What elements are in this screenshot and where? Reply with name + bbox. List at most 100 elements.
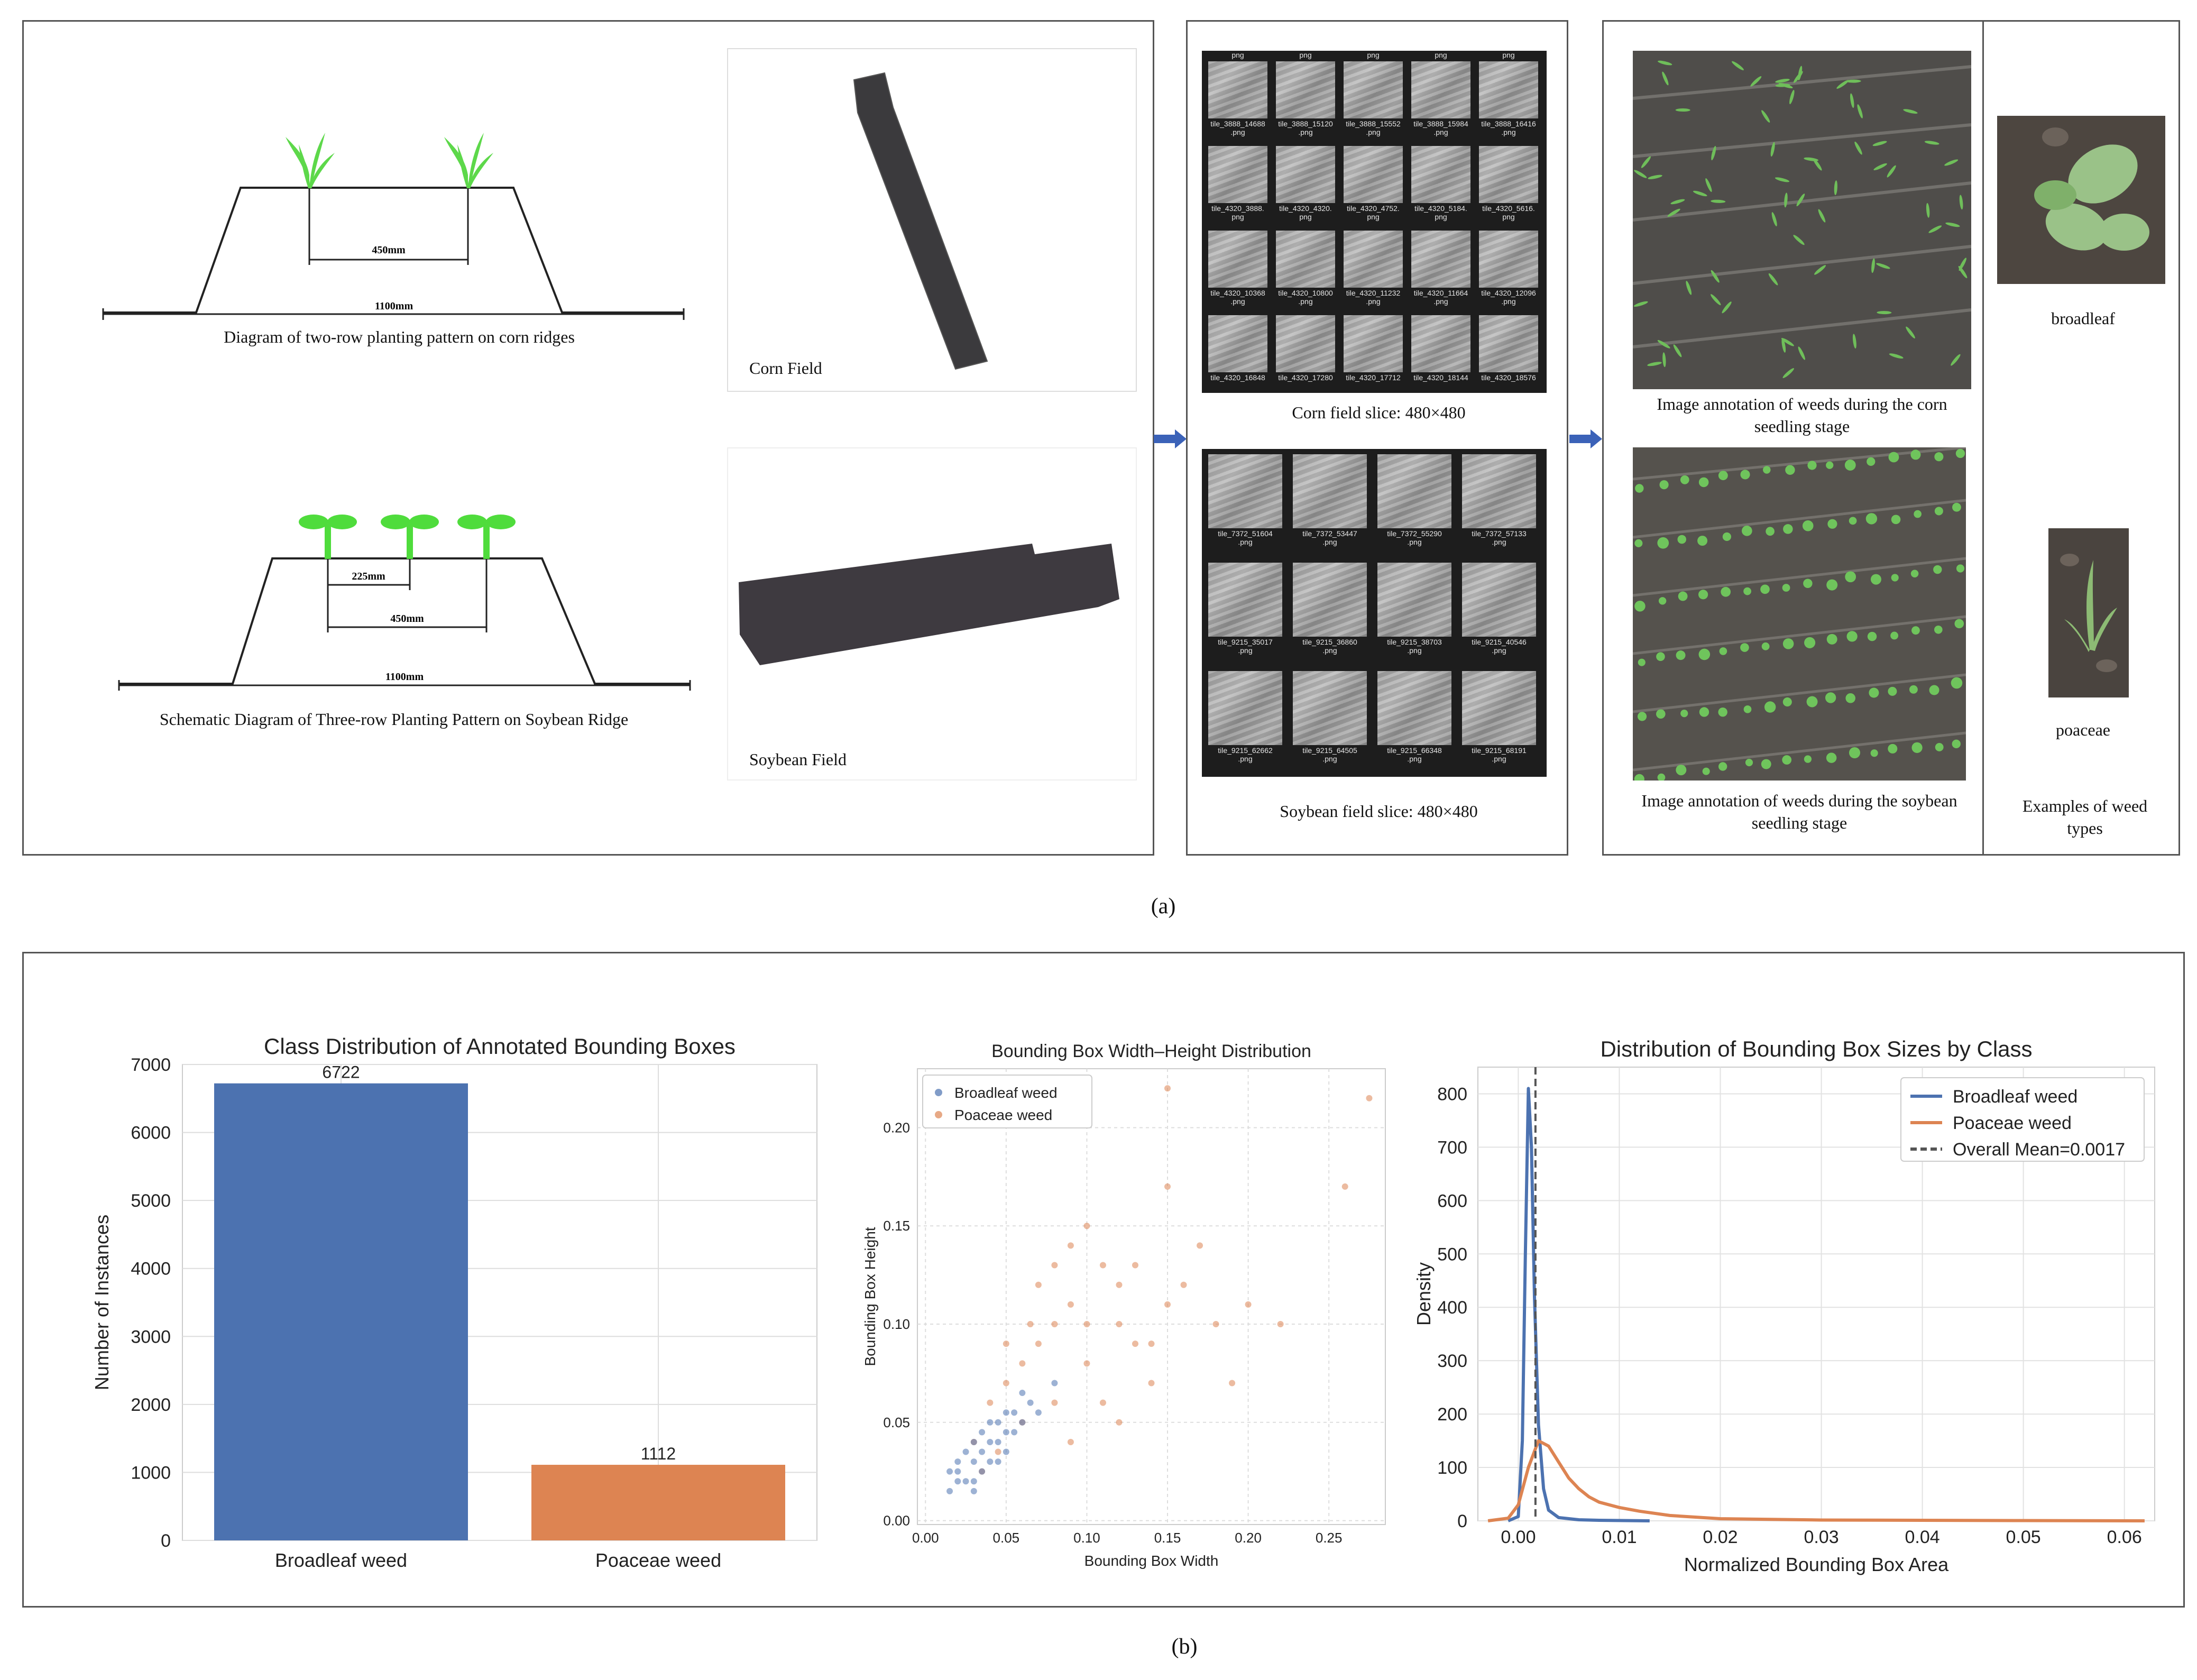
weed-mark xyxy=(1846,631,1858,642)
chart-title: Bounding Box Width–Height Distribution xyxy=(991,1041,1311,1061)
image-tile[interactable] xyxy=(1377,563,1451,637)
y-tick-label: 0.20 xyxy=(883,1119,910,1135)
image-tile[interactable] xyxy=(1293,454,1367,528)
image-tile[interactable] xyxy=(1276,315,1335,372)
data-point xyxy=(962,1478,969,1485)
image-tile[interactable] xyxy=(1411,231,1470,288)
plot-area xyxy=(917,1068,1386,1525)
weed-mark xyxy=(1952,502,1961,512)
image-tile[interactable] xyxy=(1208,454,1282,528)
image-tile[interactable] xyxy=(1208,231,1267,288)
corn-dim-inner: 450mm xyxy=(372,244,406,256)
weed-mark xyxy=(1872,141,1887,146)
weed-mark xyxy=(1641,156,1651,168)
corn-seedling-icon xyxy=(444,133,493,188)
weed-mark xyxy=(1826,752,1837,763)
weed-mark xyxy=(1711,294,1721,306)
image-tile[interactable] xyxy=(1411,61,1470,118)
legend-entry: Broadleaf weed xyxy=(954,1085,1058,1101)
data-point xyxy=(1197,1242,1203,1249)
image-tile[interactable] xyxy=(1344,146,1403,203)
data-point xyxy=(1132,1341,1138,1347)
data-point xyxy=(970,1458,977,1465)
image-tile[interactable] xyxy=(1462,671,1536,745)
weed-mark xyxy=(1928,225,1942,233)
panel-a-annotation: Image annotation of weeds during the cor… xyxy=(1602,20,2180,856)
weed-mark xyxy=(1906,326,1915,339)
data-point xyxy=(1003,1341,1009,1347)
image-tile[interactable] xyxy=(1208,563,1282,637)
x-tick-label: 0.03 xyxy=(1804,1527,1839,1547)
weed-mark xyxy=(1745,758,1753,767)
data-point xyxy=(1051,1380,1058,1387)
data-point xyxy=(995,1419,1001,1426)
data-point xyxy=(1035,1341,1042,1347)
weed-mark xyxy=(1793,235,1805,245)
image-tile[interactable] xyxy=(1208,61,1267,118)
data-point xyxy=(1116,1281,1123,1288)
image-tile[interactable] xyxy=(1276,61,1335,118)
weed-mark xyxy=(1888,686,1897,696)
weed-mark xyxy=(1889,353,1904,359)
image-tile[interactable] xyxy=(1462,454,1536,528)
image-tile[interactable] xyxy=(1411,315,1470,372)
weed-mark xyxy=(1775,78,1790,83)
data-point xyxy=(1148,1341,1155,1347)
weed-mark xyxy=(1857,104,1863,118)
y-tick-label: 0 xyxy=(161,1531,171,1551)
weed-mark xyxy=(1743,587,1751,595)
panel-a-left: 450mm 1100mm Diagram of two-row planting… xyxy=(22,20,1154,856)
bar-chart: 0 1000 2000 3000 4000 5000 6000 7000 6722 Broadle… xyxy=(91,1034,817,1571)
x-tick-label: 0.01 xyxy=(1602,1527,1637,1547)
image-tile[interactable] xyxy=(1479,231,1538,288)
y-tick-label: 5000 xyxy=(131,1191,171,1211)
weed-mark xyxy=(1954,619,1964,629)
tile-label: png xyxy=(1231,51,1244,59)
tile-label: tile_7372_57133 .png xyxy=(1472,529,1527,546)
image-tile[interactable] xyxy=(1208,671,1282,745)
image-tile[interactable] xyxy=(1344,315,1403,372)
data-point xyxy=(1019,1390,1026,1397)
image-tile[interactable] xyxy=(1344,231,1403,288)
x-tick-label: 0.00 xyxy=(1501,1527,1536,1547)
weed-mark xyxy=(1804,637,1816,648)
image-tile[interactable] xyxy=(1377,671,1451,745)
weed-mark xyxy=(1850,93,1854,108)
weed-mark xyxy=(1657,340,1670,348)
image-tile[interactable] xyxy=(1276,231,1335,288)
weed-mark xyxy=(1782,697,1792,707)
weed-mark xyxy=(1784,192,1788,208)
weed-mark xyxy=(1711,145,1716,161)
weed-mark xyxy=(1658,597,1667,605)
image-tile[interactable] xyxy=(1208,146,1267,203)
image-tile[interactable] xyxy=(1411,146,1470,203)
weed-mark xyxy=(1761,110,1770,123)
weed-mark xyxy=(1807,461,1817,470)
soy-annotation-caption: Image annotation of weeds during the soy… xyxy=(1641,791,1957,832)
image-tile[interactable] xyxy=(1377,454,1451,528)
image-tile[interactable] xyxy=(1462,563,1536,637)
image-tile[interactable] xyxy=(1479,146,1538,203)
soybean-field-image: Soybean Field xyxy=(727,447,1137,781)
image-tile[interactable] xyxy=(1208,315,1267,372)
image-tile[interactable] xyxy=(1479,61,1538,118)
weed-mark xyxy=(1677,535,1687,544)
data-point xyxy=(1035,1281,1042,1288)
weed-mark xyxy=(1697,536,1708,546)
image-tile[interactable] xyxy=(1344,61,1403,118)
image-tile[interactable] xyxy=(1293,671,1367,745)
weed-mark xyxy=(1845,693,1855,703)
tile-label: tile_4320_17712 xyxy=(1346,373,1401,382)
weed-mark xyxy=(1638,658,1646,666)
image-tile[interactable] xyxy=(1276,146,1335,203)
weed-mark xyxy=(1662,352,1666,368)
weed-mark xyxy=(1740,643,1749,652)
weed-mark xyxy=(1680,475,1689,484)
image-tile[interactable] xyxy=(1293,563,1367,637)
panel-a-label: (a) xyxy=(1151,894,1176,919)
image-tile[interactable] xyxy=(1479,315,1538,372)
tile-label: tile_9215_40546 .png xyxy=(1472,638,1527,655)
weed-mark xyxy=(1870,574,1881,585)
weed-mark xyxy=(1876,263,1890,269)
tile-label: tile_9215_35017 .png xyxy=(1218,638,1273,655)
